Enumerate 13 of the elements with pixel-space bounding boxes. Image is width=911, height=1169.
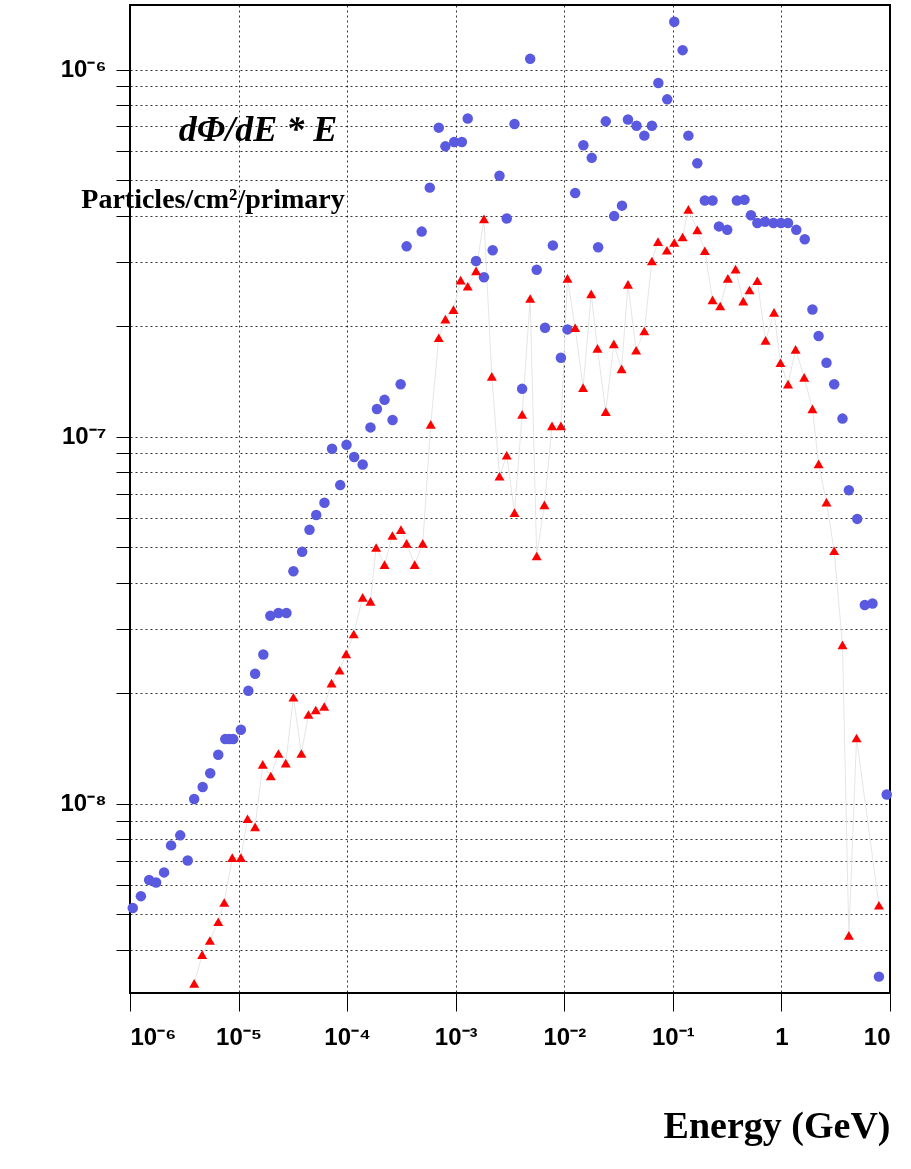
y-tick-label: 10⁻⁶ [60,55,107,83]
x-tick-label: 1 [775,1022,789,1050]
x-tick-label: 10⁻² [543,1022,587,1050]
x-tick-label: 10⁻¹ [652,1022,695,1050]
y-tick-label: 10⁻⁸ [60,789,107,817]
x-tick-label: 10⁻⁵ [216,1022,263,1050]
x-tick-label: 10⁻⁶ [130,1022,177,1050]
x-axis-title: Energy (GeV) [663,1103,891,1147]
y-tick-label: 10⁻⁷ [61,422,107,450]
x-tick-label: 10⁻³ [434,1022,478,1050]
annotation: dΦ/dE * E [178,109,338,149]
x-tick-label: 10 [863,1022,891,1050]
x-tick-label: 10⁻⁴ [324,1022,371,1050]
